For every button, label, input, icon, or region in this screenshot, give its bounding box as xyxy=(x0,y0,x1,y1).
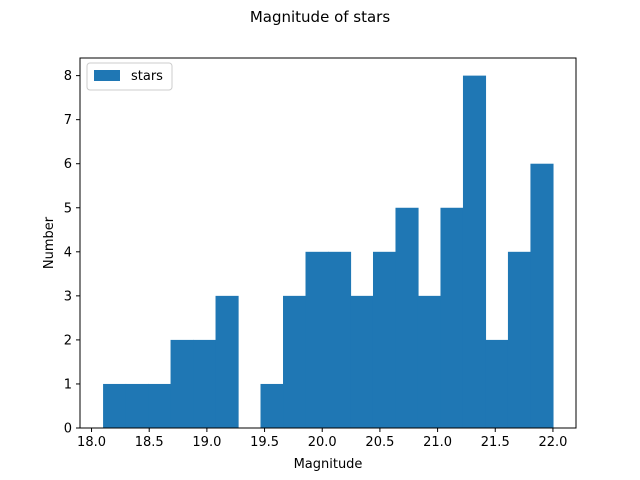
bars-group xyxy=(103,75,554,429)
histogram-bar xyxy=(350,295,374,428)
histogram-bar xyxy=(215,295,239,428)
x-tick-label: 18.0 xyxy=(77,435,106,450)
x-tick-label: 20.0 xyxy=(308,435,337,450)
y-tick-label: 7 xyxy=(64,113,72,128)
x-tick-label: 21.0 xyxy=(423,435,452,450)
histogram-bar xyxy=(417,295,442,428)
histogram-bar xyxy=(193,339,217,428)
legend-label-stars: stars xyxy=(131,69,163,84)
y-tick-label: 8 xyxy=(64,69,72,84)
y-tick-label: 6 xyxy=(64,157,72,172)
x-tick-label: 19.0 xyxy=(192,435,221,450)
histogram-bar xyxy=(260,383,284,428)
y-tick-label: 4 xyxy=(64,245,72,260)
y-tick-label: 3 xyxy=(64,289,72,304)
y-axis-ticks: 0 1 2 3 4 5 6 7 8 xyxy=(64,69,80,437)
legend-swatch-stars xyxy=(94,70,120,81)
histogram-bar xyxy=(395,207,419,428)
histogram-bar xyxy=(507,251,532,428)
histogram-bar xyxy=(170,339,194,428)
histogram-bar xyxy=(148,383,172,428)
y-tick-label: 0 xyxy=(64,422,72,437)
legend-box xyxy=(86,62,173,91)
y-tick-label: 1 xyxy=(64,377,72,392)
chart-title: Magnitude of stars xyxy=(250,8,391,26)
y-tick-label: 5 xyxy=(64,201,72,216)
histogram-bar xyxy=(283,295,307,428)
histogram-bar xyxy=(440,207,464,428)
x-tick-label: 21.5 xyxy=(481,435,510,450)
histogram-bar xyxy=(305,251,329,428)
histogram-bar xyxy=(485,339,509,428)
x-axis-ticks: 18.0 18.5 19.0 19.5 20.0 20.5 21.0 21.5 22.0 xyxy=(77,428,567,450)
y-axis-label: Number xyxy=(42,216,57,269)
histogram-bar xyxy=(372,251,397,428)
histogram-bar xyxy=(103,383,127,428)
axes-frame xyxy=(79,57,577,429)
y-tick-label: 2 xyxy=(64,333,72,348)
legend: stars xyxy=(86,62,173,91)
histogram-bar xyxy=(530,163,554,428)
histogram-bar xyxy=(125,383,149,428)
x-axis-label: Magnitude xyxy=(294,457,363,472)
x-tick-label: 19.5 xyxy=(250,435,279,450)
x-tick-label: 20.5 xyxy=(365,435,394,450)
histogram-bar xyxy=(328,251,352,428)
histogram-bar xyxy=(462,75,487,429)
x-tick-label: 18.5 xyxy=(135,435,164,450)
x-tick-label: 22.0 xyxy=(538,435,567,450)
